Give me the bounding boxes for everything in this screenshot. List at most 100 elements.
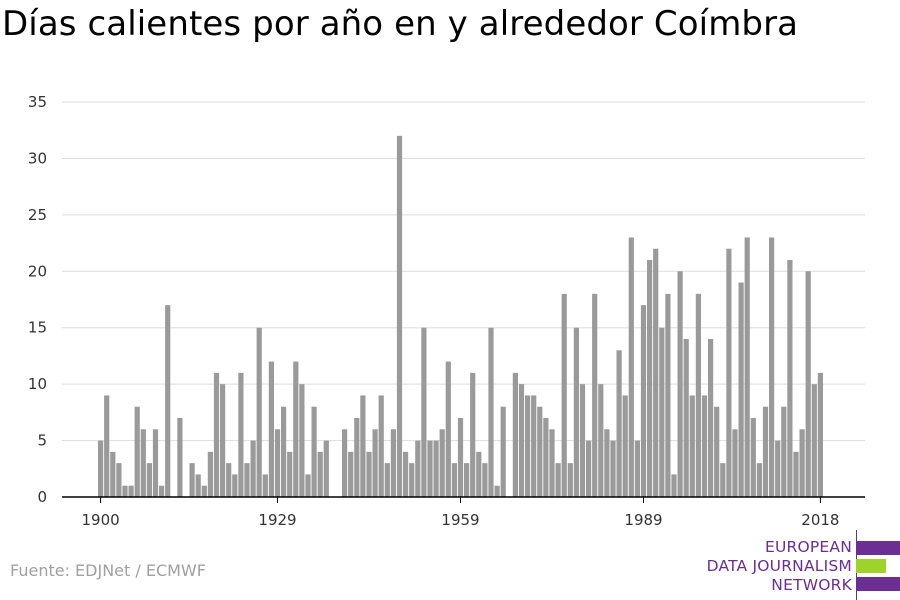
logo-bar-green (856, 559, 886, 573)
bar-2013 (787, 260, 793, 497)
x-tick-label: 1959 (441, 511, 479, 529)
bar-1923 (238, 372, 244, 497)
bar-1900 (98, 440, 104, 497)
bar-1915 (189, 463, 195, 497)
bar-1928 (268, 361, 274, 497)
bar-1950 (403, 451, 409, 497)
bar-1909 (152, 429, 159, 497)
y-tick-label: 10 (28, 375, 47, 393)
bar-2002 (720, 463, 726, 497)
bar-1904 (122, 485, 128, 497)
bar-1978 (573, 327, 579, 497)
bar-1963 (482, 463, 488, 497)
bar-1991 (653, 248, 659, 497)
bar-1983 (604, 429, 610, 497)
bar-1948 (390, 429, 396, 497)
bar-1929 (274, 429, 281, 497)
bar-2006 (744, 237, 750, 497)
bar-1968 (512, 372, 518, 497)
chart-title: Días calientes por año en y alrededor Co… (2, 4, 799, 44)
bar-1947 (384, 463, 390, 497)
bar-2005 (738, 282, 744, 497)
logo-line-3: NETWORK (771, 576, 852, 594)
bar-1940 (342, 429, 348, 497)
bar-1926 (256, 327, 262, 497)
bar-1993 (665, 293, 671, 497)
bar-1974 (549, 429, 555, 497)
bar-1933 (299, 384, 305, 497)
bar-2009 (762, 406, 769, 497)
y-tick-label: 20 (28, 262, 47, 280)
edjnet-logo: EUROPEAN DATA JOURNALISM NETWORK (700, 530, 900, 600)
bar-1906 (134, 406, 140, 497)
bar-1964 (488, 327, 494, 497)
bar-1980 (586, 440, 592, 497)
bar-1942 (354, 418, 360, 497)
bar-2001 (714, 406, 720, 497)
bar-1990 (647, 260, 653, 497)
bar-2010 (769, 237, 775, 497)
bar-1976 (561, 293, 567, 497)
bar-1995 (677, 271, 683, 497)
bar-1936 (317, 451, 323, 497)
bar-1931 (287, 451, 293, 497)
y-tick-label: 35 (28, 93, 47, 111)
bar-1921 (226, 463, 232, 497)
bar-1924 (244, 463, 250, 497)
bar-2007 (750, 418, 756, 497)
bar-2000 (708, 339, 714, 497)
bar-1957 (445, 361, 451, 497)
bar-1977 (567, 463, 573, 497)
bar-1992 (659, 327, 665, 497)
bar-1953 (421, 327, 427, 497)
bar-1979 (579, 384, 586, 497)
bar-1987 (628, 237, 634, 497)
bar-1916 (195, 474, 201, 497)
logo-bar-purple-bottom (856, 577, 900, 591)
bar-1956 (439, 429, 445, 497)
bar-1954 (427, 440, 433, 497)
bar-1901 (104, 395, 110, 497)
source-note: Fuente: EDJNet / ECMWF (10, 561, 206, 580)
bar-1952 (415, 440, 421, 497)
bar-1972 (537, 406, 543, 497)
x-axis: 1900 1929 1959 1989 2018 (62, 496, 865, 529)
bar-1910 (159, 485, 165, 497)
bar-1918 (207, 451, 213, 497)
bar-1903 (116, 463, 122, 497)
bar-1985 (616, 350, 622, 497)
bar-2018 (817, 372, 823, 497)
bar-1982 (598, 384, 604, 497)
bar-1951 (409, 463, 415, 497)
bar-1994 (671, 474, 677, 497)
y-axis-tick-labels: 0 5 10 15 20 25 30 35 (28, 93, 47, 506)
bar-1927 (262, 474, 268, 497)
bar-1941 (348, 451, 354, 497)
bar-1962 (476, 451, 482, 497)
bar-1998 (695, 293, 701, 497)
logo-line-1: EUROPEAN (764, 538, 852, 556)
bar-1971 (531, 395, 537, 497)
y-tick-label: 5 (37, 432, 47, 450)
bar-2016 (805, 271, 811, 497)
bar-1908 (146, 463, 152, 497)
bar-1944 (366, 451, 372, 497)
bar-1943 (360, 395, 366, 497)
bar-2004 (732, 429, 738, 497)
x-tick-label: 1900 (82, 511, 120, 529)
bar-1989 (640, 305, 647, 497)
bar-1988 (634, 440, 640, 497)
bar-1966 (500, 406, 506, 497)
bar-1999 (701, 395, 708, 497)
bar-1958 (451, 463, 457, 497)
y-tick-label: 0 (37, 488, 47, 506)
bar-1922 (232, 474, 238, 497)
bar-1975 (555, 463, 561, 497)
bar-1930 (281, 406, 287, 497)
bar-1970 (525, 395, 531, 497)
bar-1973 (543, 418, 549, 497)
bar-1920 (220, 384, 226, 497)
bar-1934 (305, 474, 311, 497)
bar-1959 (457, 418, 464, 497)
